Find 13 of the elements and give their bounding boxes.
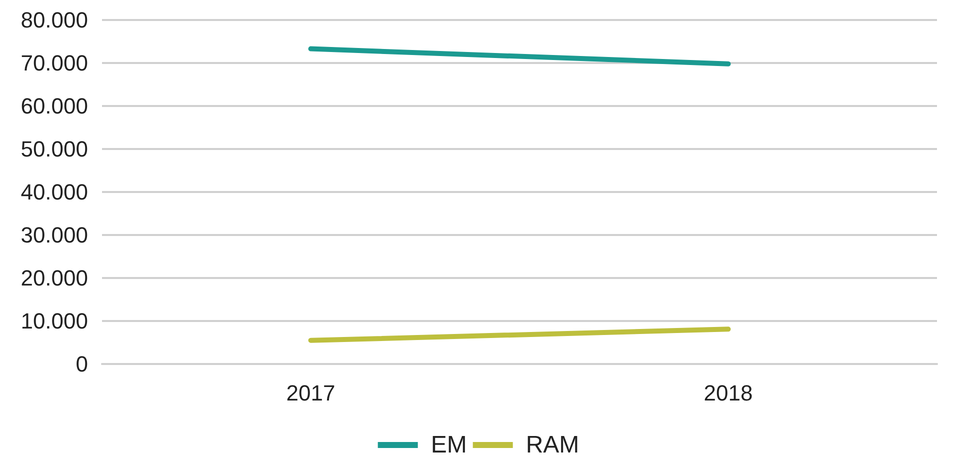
y-tick-label: 70.000	[20, 50, 88, 76]
y-tick-label: 10.000	[20, 308, 88, 334]
legend-label: EM	[430, 432, 467, 458]
x-tick-label: 2018	[704, 380, 753, 406]
x-tick-label: 2017	[286, 380, 336, 406]
y-tick-label: 0	[76, 352, 88, 376]
y-tick-label: 30.000	[20, 222, 88, 248]
y-tick-label: 60.000	[20, 94, 88, 118]
y-tick-label: 80.000	[20, 8, 88, 32]
y-tick-label: 50.000	[20, 136, 88, 162]
y-tick-label: 40.000	[20, 180, 88, 204]
y-tick-label: 20.000	[20, 266, 88, 290]
legend-label: RAM	[526, 432, 580, 458]
